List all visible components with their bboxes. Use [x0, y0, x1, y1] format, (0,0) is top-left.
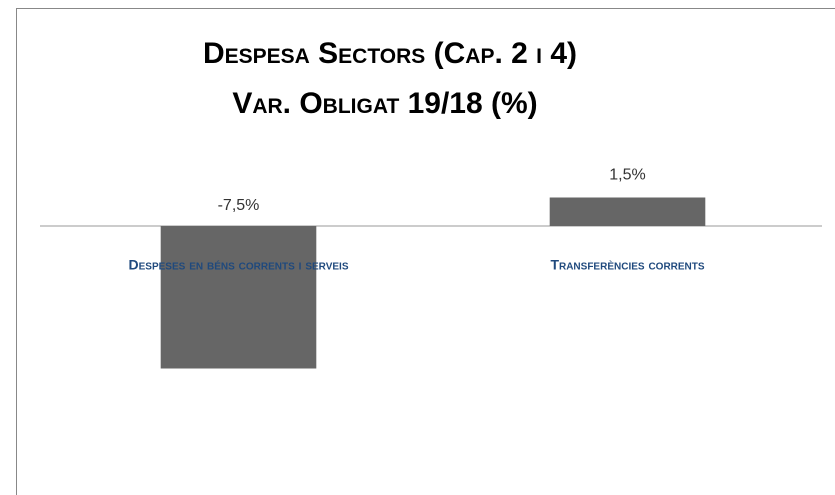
bar	[160, 226, 317, 369]
chart-title: Despesa Sectors (Cap. 2 i 4)	[203, 37, 577, 70]
value-label: -7,5%	[218, 197, 260, 214]
x-tick-label: Transferències corrents	[550, 257, 704, 273]
chart-border	[16, 8, 835, 495]
value-label: 1,5%	[609, 167, 645, 184]
chart-title: Var. Obligat 19/18 (%)	[232, 87, 537, 120]
x-tick-label: Despeses en béns corrents i serveis	[129, 257, 349, 273]
bar	[549, 197, 706, 226]
